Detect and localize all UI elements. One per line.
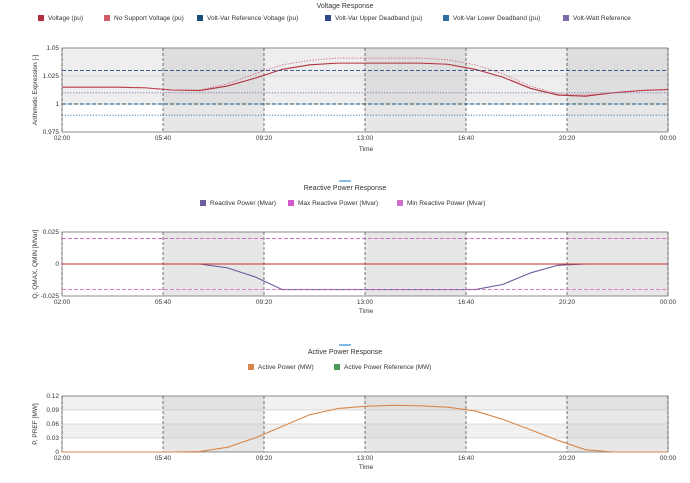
- x-tick-label: 09:20: [256, 455, 273, 462]
- legend-item: Active Power Reference (MW): [334, 364, 431, 371]
- y-axis-label: P, PREF [MW]: [32, 403, 39, 445]
- y-axis-label: Q, QMAX, QMIN [MVar]: [32, 229, 39, 298]
- x-axis-label: Time: [359, 464, 374, 471]
- legend-swatch: [200, 200, 206, 206]
- y-tick-label: 0.06: [46, 421, 59, 428]
- legend-item: Volt-Var Upper Deadband (pu): [325, 15, 422, 22]
- legend-swatch: [443, 15, 449, 21]
- legend-item: Active Power (MW): [248, 364, 314, 371]
- plot-border: [61, 47, 669, 133]
- x-tick-label: 20:20: [559, 299, 576, 306]
- y-tick-label: 0.975: [43, 129, 60, 136]
- legend-swatch: [38, 15, 44, 21]
- legend-item: Min Reactive Power (Mvar): [397, 200, 485, 207]
- x-tick-label: 02:00: [54, 455, 71, 462]
- x-tick-label: 05:40: [155, 135, 172, 142]
- legend-label: Voltage (pu): [48, 15, 83, 22]
- legend-swatch: [104, 15, 110, 21]
- chart-title: Reactive Power Response: [304, 185, 387, 192]
- legend-swatch: [563, 15, 569, 21]
- chart-2: Reactive Power Response Reactive Power (M…: [32, 180, 677, 315]
- x-tick-label: 02:00: [54, 135, 71, 142]
- shaded-value-band: [62, 48, 668, 76]
- x-tick-label: 16:40: [458, 455, 475, 462]
- x-tick-label: 09:20: [256, 135, 273, 142]
- x-tick-label: 05:40: [155, 299, 172, 306]
- legend-swatch: [334, 364, 340, 370]
- x-tick-label: 16:40: [458, 299, 475, 306]
- legend-item: Volt-Watt Reference: [563, 15, 631, 22]
- x-tick-label: 13:00: [357, 299, 374, 306]
- legend-label: Volt-Var Upper Deadband (pu): [335, 15, 422, 22]
- legend-label: Volt-Var Lower Deadband (pu): [453, 15, 540, 22]
- y-tick-label: 0.09: [46, 407, 59, 414]
- legend-label: Active Power (MW): [258, 364, 314, 371]
- legend-item: Reactive Power (Mvar): [200, 200, 276, 207]
- y-tick-label: 1.025: [43, 73, 60, 80]
- x-tick-label: 13:00: [357, 135, 374, 142]
- legend-item: Volt-Var Lower Deadband (pu): [443, 15, 540, 22]
- legend-swatch: [397, 200, 403, 206]
- legend-swatch: [248, 364, 254, 370]
- y-tick-label: 0.025: [43, 229, 60, 236]
- x-tick-label: 16:40: [458, 135, 475, 142]
- x-tick-label: 13:00: [357, 455, 374, 462]
- y-tick-label: 0.12: [46, 393, 59, 400]
- series-line: [62, 57, 669, 96]
- legend-swatch: [197, 15, 203, 21]
- legend-swatch: [288, 200, 294, 206]
- x-tick-label: 02:00: [54, 299, 71, 306]
- legend-item: Volt-Var Reference Voltage (pu): [197, 15, 298, 22]
- x-tick-label: 09:20: [256, 299, 273, 306]
- x-tick-label: 00:00: [660, 135, 677, 142]
- shaded-time-band: [365, 48, 466, 132]
- series-line: [62, 404, 668, 453]
- legend-label: Volt-Watt Reference: [573, 15, 631, 22]
- chart-1: Voltage Response Voltage (pu) No Support V…: [32, 3, 677, 153]
- y-axis-label: Arithmetic Expression [-]: [32, 55, 39, 126]
- legend-item: No Support Voltage (pu): [104, 15, 184, 22]
- legend-label: Volt-Var Reference Voltage (pu): [207, 15, 298, 22]
- y-tick-label: 0.03: [46, 435, 59, 442]
- x-axis-label: Time: [359, 308, 374, 315]
- legend-label: Active Power Reference (MW): [344, 364, 431, 371]
- legend-label: Reactive Power (Mvar): [210, 200, 276, 207]
- chart-title: Active Power Response: [308, 349, 382, 356]
- x-tick-label: 05:40: [155, 455, 172, 462]
- legend-label: No Support Voltage (pu): [114, 15, 184, 22]
- x-tick-label: 20:20: [559, 455, 576, 462]
- y-tick-label: 0: [55, 261, 59, 268]
- y-tick-label: 0: [55, 449, 59, 456]
- x-tick-label: 00:00: [660, 455, 677, 462]
- x-tick-label: 20:20: [559, 135, 576, 142]
- y-tick-label: -0.025: [41, 293, 60, 300]
- chart-title: Voltage Response: [317, 3, 374, 10]
- x-axis-label: Time: [359, 146, 374, 153]
- y-tick-label: 1: [55, 101, 59, 108]
- legend-swatch: [325, 15, 331, 21]
- legend-label: Max Reactive Power (Mvar): [298, 200, 378, 207]
- x-tick-label: 00:00: [660, 299, 677, 306]
- legend-label: Min Reactive Power (Mvar): [407, 200, 485, 207]
- plot-border: [61, 395, 669, 453]
- chart-3: Active Power Response Active Power (MW) Ac…: [32, 344, 677, 471]
- legend-item: Voltage (pu): [38, 15, 83, 22]
- y-tick-label: 1.05: [46, 45, 59, 52]
- legend-item: Max Reactive Power (Mvar): [288, 200, 378, 207]
